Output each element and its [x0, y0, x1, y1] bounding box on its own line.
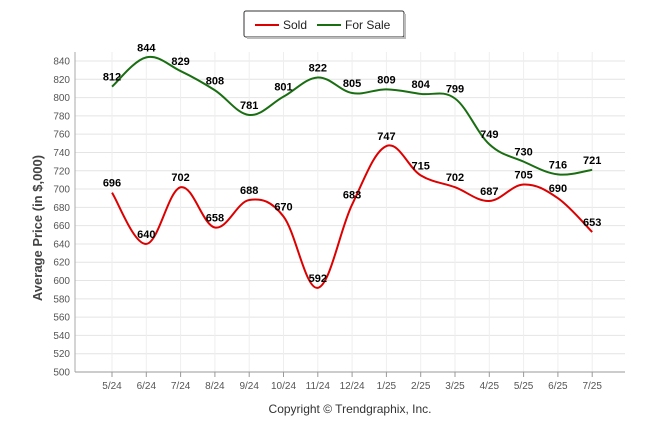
- x-tick-label: 9/24: [239, 381, 259, 392]
- x-tick-label: 5/24: [102, 381, 122, 392]
- legend-label-sold: Sold: [283, 18, 307, 32]
- data-label-for-sale: 781: [240, 100, 258, 112]
- y-tick-label: 820: [53, 75, 70, 86]
- data-label-sold: 687: [480, 186, 498, 198]
- y-tick-label: 760: [53, 130, 70, 141]
- data-label-for-sale: 822: [309, 62, 327, 74]
- legend-box-shadow: [404, 14, 406, 39]
- data-label-sold: 715: [412, 160, 430, 172]
- y-tick-label: 520: [53, 349, 70, 360]
- data-label-sold: 747: [377, 131, 395, 143]
- legend-box-shadow-bottom: [247, 37, 406, 39]
- x-tick-label: 11/24: [306, 381, 331, 392]
- x-tick-label: 6/24: [137, 381, 157, 392]
- series-line-sold: [111, 144, 593, 289]
- data-label-for-sale: 808: [206, 75, 224, 87]
- y-tick-label: 680: [53, 203, 70, 214]
- data-label-for-sale: 721: [583, 155, 601, 167]
- axes: 500 520 540 560 580 600 620 640 660 680 700 720 740 7…: [53, 52, 625, 392]
- data-labels: 696 640 702 658 688 670 592 683 747 715 702 687 705 6…: [103, 42, 602, 285]
- x-tick-label: 6/25: [548, 381, 568, 392]
- data-label-for-sale: 829: [171, 56, 189, 68]
- data-label-for-sale: 730: [514, 147, 532, 159]
- data-label-sold: 705: [514, 169, 532, 181]
- data-label-for-sale: 799: [446, 84, 464, 96]
- x-tick-label: 7/24: [171, 381, 191, 392]
- y-tick-label: 640: [53, 239, 70, 250]
- x-tick-label: 12/24: [340, 381, 365, 392]
- data-label-sold: 658: [206, 212, 224, 224]
- series-line-for-sale: [111, 55, 593, 176]
- data-label-sold: 640: [137, 229, 155, 241]
- data-label-sold: 702: [446, 172, 464, 184]
- copyright-footer: Copyright © Trendgraphix, Inc.: [269, 402, 432, 416]
- data-label-for-sale: 844: [137, 42, 156, 54]
- series-lines: [111, 55, 593, 289]
- legend-label-for-sale: For Sale: [345, 18, 391, 32]
- x-tick-label: 1/25: [377, 381, 397, 392]
- data-label-sold: 670: [274, 202, 292, 214]
- data-label-for-sale: 749: [480, 129, 498, 141]
- data-label-sold: 690: [549, 183, 567, 195]
- y-axis-label: Average Price (in $,000): [30, 155, 45, 301]
- y-tick-label: 700: [53, 185, 70, 196]
- y-tick-label: 660: [53, 221, 70, 232]
- y-tick-label: 740: [53, 148, 70, 159]
- y-tick-label: 580: [53, 294, 70, 305]
- data-label-sold: 696: [103, 178, 121, 190]
- data-label-for-sale: 801: [274, 82, 292, 94]
- gridlines: [75, 52, 625, 373]
- data-label-sold: 653: [583, 217, 601, 229]
- data-label-sold: 592: [309, 273, 327, 285]
- data-label-for-sale: 812: [103, 72, 121, 84]
- y-tick-label: 620: [53, 258, 70, 269]
- x-tick-label: 7/25: [582, 381, 602, 392]
- x-tick-label: 5/25: [514, 381, 534, 392]
- x-tick-label: 10/24: [271, 381, 296, 392]
- data-label-for-sale: 804: [412, 79, 431, 91]
- data-label-for-sale: 716: [549, 159, 567, 171]
- x-tick-label: 4/25: [480, 381, 500, 392]
- y-tick-label: 600: [53, 276, 70, 287]
- x-tick-label: 2/25: [411, 381, 431, 392]
- x-tick-label: 3/25: [445, 381, 465, 392]
- data-label-sold: 688: [240, 185, 258, 197]
- legend: Sold For Sale: [243, 10, 406, 39]
- data-label-for-sale: 805: [343, 78, 361, 90]
- y-tick-label: 800: [53, 93, 70, 104]
- data-label-sold: 683: [343, 190, 361, 202]
- y-tick-label: 780: [53, 111, 70, 122]
- y-tick-label: 560: [53, 313, 70, 324]
- x-tick-label: 8/24: [205, 381, 225, 392]
- y-tick-label: 840: [53, 57, 70, 68]
- y-tick-label: 500: [53, 368, 70, 379]
- y-tick-label: 720: [53, 166, 70, 177]
- data-label-sold: 702: [171, 172, 189, 184]
- y-tick-label: 540: [53, 331, 70, 342]
- data-label-for-sale: 809: [377, 74, 395, 86]
